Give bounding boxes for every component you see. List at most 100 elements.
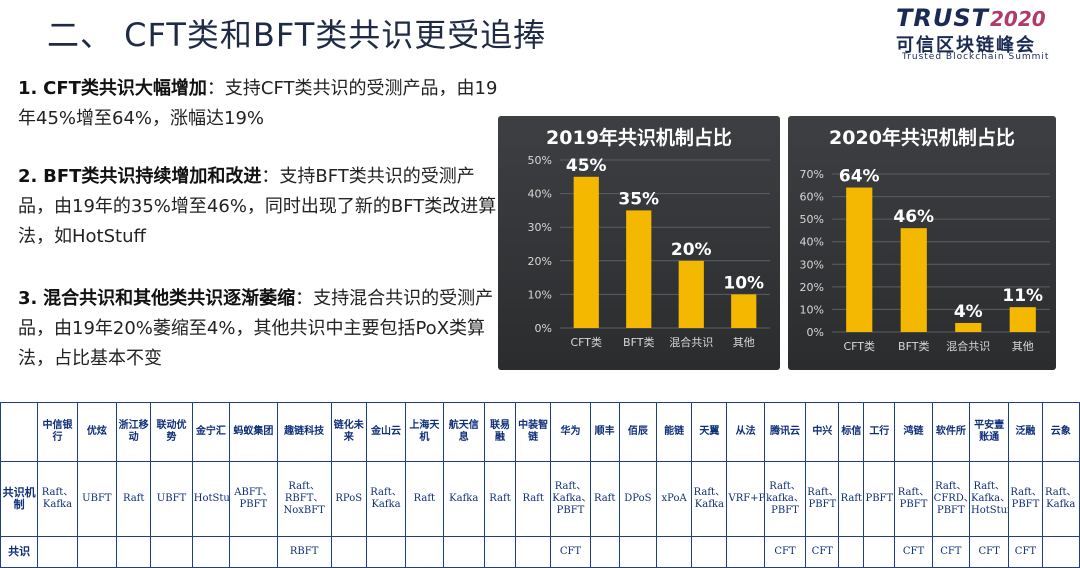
y-tick-label: 40% [528,188,552,201]
consensus-cell: Raft、Kafka、HotStuff [968,461,1010,537]
company-header-cell: 鸿链 [894,402,933,462]
consensus-cell: Raft、PBFT [805,461,840,537]
trust-2020-logo: TRUST 2020 可信区块链峰会 Trusted Blockchain Su… [896,4,1076,62]
bar-data-label: 11% [1002,286,1043,306]
consensus-cell: Raft、PBFT [1008,461,1043,537]
consensus-cell: Kafka [442,461,485,537]
y-tick-label: 60% [800,191,824,204]
bar-data-label: 20% [671,240,712,260]
consensus-type-cell [691,536,728,568]
consensus-type-cell [515,536,552,568]
bar [846,187,873,332]
bar-data-label: 64% [839,167,880,187]
consensus-cell: xPoA [655,461,693,537]
y-tick-label: 50% [528,154,552,167]
company-header-cell: 优炫 [76,402,118,462]
chart-title: 2020年共识机制占比 [829,126,1015,149]
x-tick-label: 其他 [733,336,755,349]
consensus-cell: Raft、Kafka [691,461,728,537]
company-header-cell: 上海天机 [405,402,444,462]
point-heading: 混合共识和其他类共识逐渐萎缩 [43,288,296,309]
company-header-cell: 天翼 [691,402,728,462]
bar [573,176,599,328]
table-corner-cell [0,402,39,462]
consensus-type-cell [655,536,693,568]
company-header-cell: 金山云 [365,402,407,462]
company-header-cell: 顺丰 [589,402,620,462]
chart-2019-panel: 2019年共识机制占比 0% 10% 20% 30% 40% 50% 45% CFT类 35% BF… [498,116,780,370]
company-header-cell: 佰辰 [618,402,658,462]
row-header-consensus-type: 共识 [0,536,39,568]
logo-year-text: 2020 [990,7,1046,31]
x-tick-label: 其他 [1012,340,1034,353]
x-tick-label: BFT类 [898,339,929,353]
logo-trust-text: TRUST [896,4,989,32]
consensus-type-cell: CFT [1008,536,1043,568]
consensus-cell: RPoS [330,461,367,537]
point-heading: BFT类共识持续增加和改进 [43,166,262,187]
bar [955,322,982,332]
consensus-type-cell: CFT [763,536,807,568]
bar-data-label: 35% [618,189,659,209]
consensus-type-cell [442,536,485,568]
consensus-cell: UBFT [76,461,118,537]
chart-2020-svg: 2020年共识机制占比 0% 10% 20% 30% 40% 50% 60% 70% 64% CFT… [800,126,1050,353]
consensus-type-cell: CFT [805,536,840,568]
y-tick-label: 30% [800,258,824,271]
bar [731,294,757,328]
point-body: ：支持CFT类共识的受测产品，由19年45%增至64%，涨幅达19% [18,78,498,129]
chart-2020-panel: 2020年共识机制占比 0% 10% 20% 30% 40% 50% 60% 70% 64% CFT… [788,116,1056,370]
y-tick-label: 0% [535,322,552,335]
company-header-cell: 从法 [726,402,765,462]
consensus-cell: Raft [405,461,444,537]
y-tick-label: 0% [807,326,824,339]
bar [626,210,652,328]
consensus-cell: Raft、Kafka [1041,461,1080,537]
key-point-3: 3. 混合共识和其他类共识逐渐萎缩：支持混合共识的受测产品，由19年20%萎缩至… [18,284,498,374]
consensus-cell: Raft、Kafka、PBFT [550,461,591,537]
company-header-cell: 航天信息 [442,402,485,462]
consensus-type-cell [863,536,896,568]
consensus-type-cell: CFT [550,536,591,568]
consensus-type-cell [1041,536,1080,568]
table-header-row: 中信银行 优炫 浙江移动 联动优势 金宁汇 蚂蚁集团 趣链科技 链化未来 金山云 上海天机 航天信息… [0,402,1080,462]
bar [1009,307,1036,332]
consensus-cell: Raft、Kafka [365,461,407,537]
table-row-consensus-type: 共识 RBFT CFT CFT CFT CFT CFT CFT CFT [0,536,1080,568]
company-header-cell: 云象 [1041,402,1080,462]
company-header-cell: 平安壹账通 [968,402,1010,462]
company-header-cell: 联易融 [483,402,517,462]
consensus-cell: Raft、CFRD、PBFT [931,461,970,537]
consensus-cell: PBFT [863,461,896,537]
consensus-type-cell: CFT [931,536,970,568]
y-tick-label: 10% [528,288,552,301]
consensus-type-cell [37,536,78,568]
consensus-cell: Raft、kafka、PBFT [763,461,807,537]
consensus-cell: Raft [483,461,517,537]
company-header-cell: 链化未来 [330,402,367,462]
point-number: 3. [18,288,38,309]
consensus-cell: Raft [515,461,552,537]
consensus-type-cell [365,536,407,568]
consensus-type-cell [229,536,278,568]
consensus-cell: VRF+PBFT [726,461,765,537]
point-number: 2. [18,166,38,187]
x-tick-label: CFT类 [843,339,875,353]
y-tick-label: 20% [800,281,824,294]
company-header-cell: 泛融 [1008,402,1043,462]
bar-data-label: 46% [893,207,934,227]
company-header-cell: 华为 [550,402,591,462]
consensus-cell: Raft、Kafka [37,461,78,537]
slide-title: 二、 CFT类和BFT类共识更受追捧 [47,16,547,54]
consensus-type-cell [116,536,152,568]
point-number: 1. [18,78,38,99]
logo-english-text: Trusted Blockchain Summit [902,52,1050,62]
consensus-table: 中信银行 优炫 浙江移动 联动优势 金宁汇 蚂蚁集团 趣链科技 链化未来 金山云 上海天机 航天信息… [0,402,1080,568]
consensus-type-cell [76,536,118,568]
x-tick-label: 混合共识 [946,339,990,353]
row-header-consensus: 共识机制 [0,461,39,537]
consensus-type-cell [483,536,517,568]
company-header-cell: 中兴 [805,402,840,462]
consensus-cell: HotStuff [191,461,231,537]
consensus-cell: Raft [838,461,865,537]
